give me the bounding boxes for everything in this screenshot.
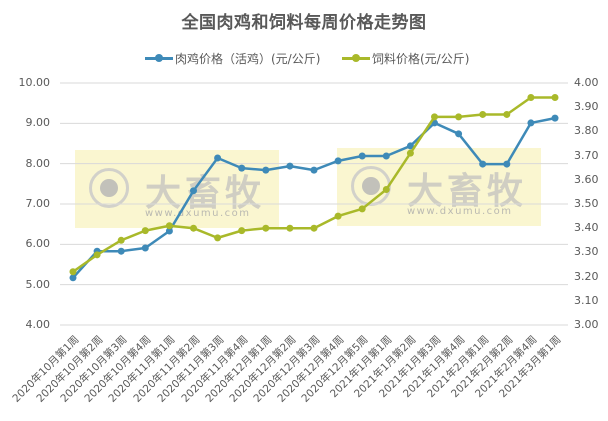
y2-tick-label: 3.10 <box>574 293 599 307</box>
data-point <box>334 212 342 220</box>
legend-item-feed-price: 饲料价格(元/公斤) <box>342 49 469 67</box>
y-tick-label: 5.00 <box>25 277 51 291</box>
legend-label: 饲料价格(元/公斤) <box>372 51 470 66</box>
data-point <box>141 244 149 252</box>
y2-tick-label: 3.20 <box>574 269 599 283</box>
series-lines <box>69 94 559 282</box>
data-point <box>551 94 559 102</box>
data-point <box>334 157 342 165</box>
y-tick-label: 7.00 <box>25 197 51 210</box>
data-point <box>479 110 487 118</box>
data-point <box>310 224 318 232</box>
y-tick-label: 6.00 <box>25 237 51 251</box>
data-point <box>141 227 149 235</box>
y2-tick-label: 3.30 <box>574 245 599 259</box>
data-point <box>165 227 173 235</box>
chart-legend: 肉鸡价格（活鸡）(元/公斤) 饲料价格(元/公斤) <box>0 49 608 67</box>
data-point <box>117 236 125 244</box>
data-point <box>190 187 197 195</box>
data-point <box>503 110 511 118</box>
chart-title: 全国肉鸡和饲料每周价格走势图 <box>181 13 427 33</box>
data-point <box>262 224 270 232</box>
data-point <box>455 113 463 121</box>
y-tick-label: 8.00 <box>25 156 51 170</box>
data-point <box>238 227 246 235</box>
data-point <box>527 94 535 102</box>
data-point <box>214 154 222 162</box>
data-point <box>406 149 414 157</box>
data-point <box>286 224 294 232</box>
y2-tick-label: 3.60 <box>574 172 599 186</box>
data-point <box>406 142 414 150</box>
y-tick-label: 4.00 <box>25 318 51 331</box>
data-point <box>431 113 438 121</box>
data-point <box>479 160 487 168</box>
data-point <box>117 247 125 255</box>
data-point <box>69 268 77 276</box>
data-point <box>190 224 197 232</box>
watermark: 大畜牧 www.dxumu.com <box>337 148 541 226</box>
data-point <box>455 130 463 138</box>
data-point <box>238 164 246 172</box>
legend-label: 肉鸡价格（活鸡）(元/公斤) <box>175 51 321 66</box>
data-point <box>551 114 559 122</box>
y2-tick-label: 3.90 <box>574 100 599 114</box>
data-point <box>503 160 511 168</box>
y2-tick-label: 3.50 <box>574 197 599 210</box>
legend-item-chicken-price: 肉鸡价格（活鸡）(元/公斤) <box>145 49 320 67</box>
data-point <box>358 152 366 160</box>
y-tick-label: 10.00 <box>18 76 51 89</box>
watermark-url: www.dxumu.com <box>407 206 513 217</box>
gridlines <box>60 82 568 326</box>
y2-tick-label: 3.00 <box>574 318 599 331</box>
y2-tick-label: 3.70 <box>574 148 599 162</box>
watermark-brand: 大畜牧 <box>407 171 528 212</box>
data-point <box>310 166 318 174</box>
data-point <box>382 152 390 160</box>
line-marker-icon <box>145 54 173 62</box>
data-point <box>262 166 270 174</box>
watermark-logo-icon <box>89 168 129 208</box>
y-tick-label: 9.00 <box>25 116 51 130</box>
data-point <box>93 251 101 259</box>
y2-tick-label: 3.80 <box>574 124 599 138</box>
watermark-url: www.dxumu.com <box>145 208 251 219</box>
data-point <box>527 119 535 127</box>
data-point <box>214 234 222 242</box>
data-point <box>358 205 366 213</box>
data-point <box>165 222 173 230</box>
y2-tick-label: 4.00 <box>574 76 599 89</box>
data-point <box>382 185 390 193</box>
data-point <box>69 274 77 282</box>
y2-tick-label: 3.40 <box>574 221 599 235</box>
line-marker-icon <box>342 54 370 62</box>
data-point <box>286 162 294 170</box>
series-line <box>72 116 556 279</box>
